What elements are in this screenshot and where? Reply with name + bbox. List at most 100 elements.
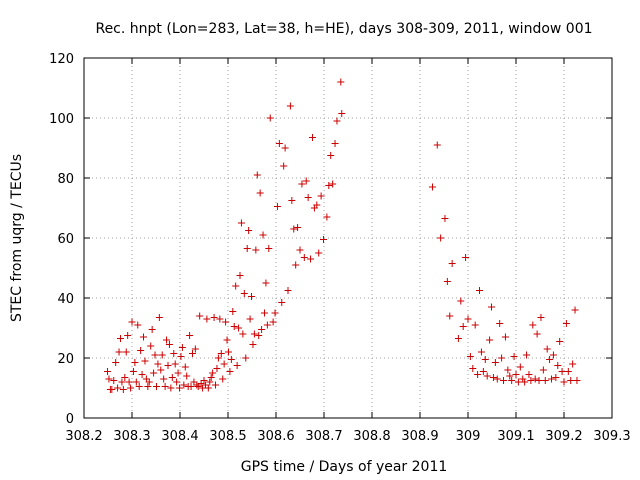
y-axis-title: STEC from uqrg / TECUs [9, 154, 25, 322]
tick-labels: 308.2 308.3 308.4 308.5 308.6 308.7 308.8 308.9… [49, 52, 630, 444]
data-point [481, 356, 489, 363]
data-point [147, 342, 155, 350]
data-point [110, 377, 118, 384]
data-point [464, 315, 472, 323]
data-point [171, 360, 179, 368]
data-point [201, 381, 209, 389]
data-point [549, 351, 557, 359]
data-point [290, 225, 298, 233]
data-point [571, 306, 579, 314]
data-point [510, 353, 518, 360]
data-point [317, 192, 325, 200]
data-point [288, 197, 296, 204]
data-point [186, 332, 194, 339]
data-point [142, 375, 150, 383]
data-point [501, 333, 509, 341]
data-point [119, 386, 127, 393]
data-point [122, 348, 130, 356]
data-point [519, 375, 527, 383]
data-point [567, 377, 575, 384]
data-point [483, 372, 491, 380]
data-point [539, 366, 547, 374]
data-point [154, 360, 162, 368]
data-point [535, 377, 543, 384]
data-point [471, 321, 479, 329]
data-point [237, 219, 245, 227]
data-point [181, 363, 189, 371]
data-point [573, 377, 581, 384]
data-point [121, 374, 129, 381]
data-point [548, 375, 556, 383]
data-point [500, 377, 508, 384]
data-point [213, 365, 221, 372]
data-point [527, 377, 535, 384]
data-point [236, 272, 244, 279]
data-point [165, 341, 173, 348]
data-point [533, 330, 541, 338]
data-point [294, 224, 302, 231]
data-point [222, 318, 230, 326]
data-point [223, 336, 231, 344]
data-point [108, 386, 116, 393]
data-point [477, 348, 485, 356]
data-point [131, 359, 139, 366]
data-point [448, 260, 456, 267]
data-point [174, 369, 182, 377]
data-point [150, 369, 158, 377]
data-point [323, 213, 331, 221]
data-point [227, 356, 235, 363]
data-point [252, 246, 260, 254]
data-point [284, 287, 292, 294]
data-point [209, 369, 217, 377]
y-tick-label: 120 [49, 52, 74, 67]
data-point [250, 330, 258, 338]
data-point [245, 227, 253, 234]
data-point [173, 378, 181, 386]
data-point [441, 215, 449, 222]
data-point [302, 177, 310, 185]
data-point [325, 182, 333, 189]
data-point [128, 318, 136, 326]
data-point [504, 366, 512, 374]
data-point [266, 114, 274, 122]
data-point [263, 321, 271, 329]
data-point [457, 297, 465, 305]
data-point [514, 378, 522, 386]
data-point [486, 336, 494, 344]
data-point [167, 384, 175, 392]
data-point [437, 234, 445, 242]
data-point [138, 371, 146, 378]
data-point [220, 360, 228, 368]
data-point [255, 332, 263, 339]
data-point [280, 162, 288, 170]
data-point [239, 330, 247, 338]
data-point [233, 362, 241, 369]
data-point [304, 194, 312, 201]
data-point [428, 183, 436, 191]
y-tick-label: 100 [49, 112, 74, 127]
data-point [151, 351, 159, 359]
data-point [506, 372, 514, 380]
data-point [129, 368, 137, 375]
data-point [104, 368, 112, 375]
data-point [541, 377, 549, 384]
y-tick-label: 40 [57, 292, 74, 307]
data-point [307, 255, 315, 263]
data-point [476, 287, 484, 294]
x-tick-label: 308.3 [113, 429, 150, 444]
data-point [246, 315, 254, 323]
data-point [116, 335, 124, 342]
data-point [180, 381, 188, 389]
data-point [298, 180, 306, 188]
data-point [158, 351, 166, 359]
data-point [479, 368, 487, 375]
data-point [489, 374, 497, 381]
data-point [265, 245, 273, 252]
data-point [200, 377, 208, 384]
data-point [262, 279, 270, 287]
data-point [160, 375, 168, 383]
data-point [269, 318, 277, 326]
data-point [329, 180, 337, 188]
data-point [177, 353, 185, 360]
